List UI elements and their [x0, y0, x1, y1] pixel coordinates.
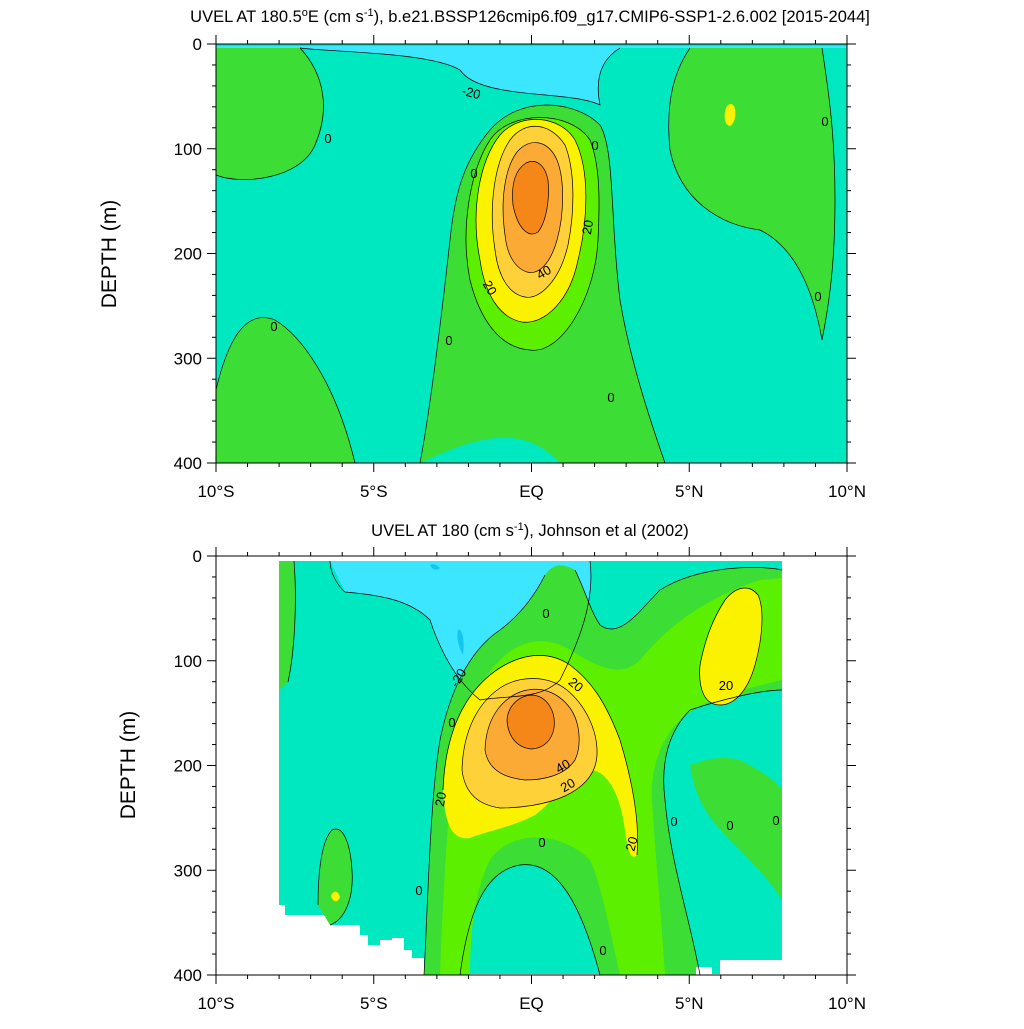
x-tick-label: 10°N [828, 994, 866, 1013]
fill-pos-0-10 [318, 829, 353, 925]
contour-zero [423, 574, 546, 976]
x-tick-label: 5°N [675, 482, 704, 501]
contour-zero [215, 47, 324, 180]
panel-observations: UVEL AT 180 (cm s-1), Johnson et al (200… [117, 521, 866, 1013]
panel-title: UVEL AT 180.5oE (cm s-1), b.e21.BSSP126c… [190, 7, 870, 26]
contour-label: -20 [460, 83, 482, 102]
y-axis-label: DEPTH (m) [117, 711, 140, 820]
contour-30 [461, 678, 598, 809]
fill-negative-strongest [457, 629, 464, 655]
contour-10 [465, 117, 600, 351]
y-tick-label: 0 [193, 547, 202, 566]
y-tick-label: 300 [174, 349, 202, 368]
fill-pos-20-30 [331, 891, 340, 902]
panel-title: UVEL AT 180 (cm s-1), Johnson et al (200… [371, 521, 689, 540]
contour-label: 0 [542, 606, 549, 621]
y-tick-label: 100 [174, 140, 202, 159]
x-tick-label: 5°S [360, 482, 388, 501]
contour-label: 0 [670, 814, 677, 829]
contour-label: 20 [480, 278, 500, 298]
x-tick-label: 10°S [197, 994, 234, 1013]
contour-label: 20 [579, 219, 596, 236]
fill-pos-gt-50 [512, 161, 549, 234]
contour-neg [299, 47, 621, 106]
fill-pos-0-10 [690, 757, 782, 900]
plot-area: -20 0 0 0 0 20 40 20 0 0 0 0 [215, 44, 847, 464]
contour-zero [459, 864, 601, 976]
contour-zero [215, 317, 356, 464]
fill-negative-strongest [430, 564, 440, 570]
y-tick-label: 400 [174, 454, 202, 473]
missing-data [696, 967, 712, 975]
contour-lines [287, 560, 783, 976]
contour-20 [699, 587, 763, 706]
contour-50 [512, 161, 549, 235]
contour-label: 0 [607, 390, 614, 405]
y-tick-label: 0 [193, 35, 202, 54]
x-tick-label: 5°N [675, 994, 704, 1013]
contour-label: 20 [623, 835, 641, 853]
x-tick-label: 10°N [828, 482, 866, 501]
contour-label: 0 [726, 818, 733, 833]
plot-area: 0 -20 20 20 0 20 40 20 0 20 0 0 0 0 0 [279, 560, 783, 976]
contour-label: 0 [599, 943, 606, 958]
y-axis-label: DEPTH (m) [98, 200, 121, 309]
contour-zero [663, 689, 783, 976]
contour-label: 20 [432, 791, 449, 808]
contour-zero [317, 828, 353, 926]
contour-neg [329, 560, 592, 701]
contour-lines [215, 47, 836, 464]
contour-label: 0 [445, 333, 452, 348]
contour-20 [475, 119, 587, 323]
contour-label: 0 [448, 715, 455, 730]
fill-pos-0-10 [279, 561, 296, 690]
contour-40 [484, 688, 580, 781]
contour-zero [287, 560, 296, 683]
x-tick-label: 5°S [360, 994, 388, 1013]
x-tick-label: EQ [519, 994, 544, 1013]
contour-label: 0 [591, 138, 598, 153]
y-tick-label: 200 [174, 245, 202, 264]
fill-pos-20-30 [724, 104, 736, 126]
contour-labels: -20 0 0 0 0 20 40 20 0 0 0 0 [270, 83, 828, 405]
contour-40 [502, 142, 563, 273]
contour-label: 0 [814, 289, 821, 304]
contour-label: 0 [470, 166, 477, 181]
x-tick-label: EQ [519, 482, 544, 501]
contour-label: 0 [772, 813, 779, 828]
y-tick-label: 400 [174, 966, 202, 985]
fill-pos-0-10 [216, 317, 355, 463]
y-tick-label: 100 [174, 652, 202, 671]
fill-pos-0-10 [216, 48, 324, 180]
y-tick-label: 200 [174, 757, 202, 776]
contour-label: 20 [558, 775, 578, 795]
contour-label: 0 [324, 131, 331, 146]
contour-30 [491, 125, 574, 298]
contour-label: 0 [538, 835, 545, 850]
contour-zero [668, 47, 836, 341]
panel-model: UVEL AT 180.5oE (cm s-1), b.e21.BSSP126c… [98, 7, 870, 501]
fill-negative-strong [216, 46, 847, 105]
contour-label: 0 [270, 319, 277, 334]
contour-label: 40 [534, 262, 554, 282]
fill-pos-gt-50 [507, 695, 555, 749]
contour-label: 0 [415, 883, 422, 898]
contour-label: 40 [553, 756, 573, 776]
contour-zero [419, 104, 666, 464]
contour-label: 0 [821, 114, 828, 129]
missing-data [279, 905, 424, 975]
y-tick-label: 300 [174, 861, 202, 880]
contour-label: 20 [719, 678, 733, 693]
missing-data [720, 960, 782, 975]
contour-zero [574, 567, 783, 630]
fill-pos-0-10 [668, 48, 835, 340]
contour-20 [442, 655, 638, 856]
x-tick-label: 10°S [197, 482, 234, 501]
contour-50 [506, 694, 555, 750]
